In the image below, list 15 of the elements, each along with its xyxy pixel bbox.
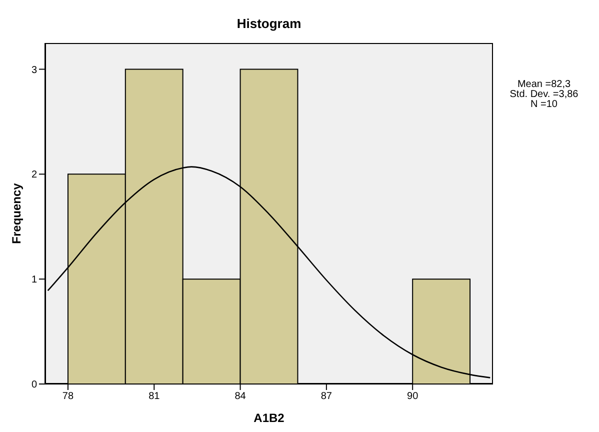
x-tick-label: 78 bbox=[62, 391, 74, 402]
x-tick-label: 84 bbox=[234, 391, 246, 402]
y-tick-label: 0 bbox=[31, 380, 38, 391]
chart-title: Histogram bbox=[236, 16, 302, 31]
x-tick-label: 90 bbox=[407, 391, 419, 402]
y-tick-label: 3 bbox=[31, 64, 38, 76]
text: Std. Dev. =3,86 bbox=[508, 89, 580, 100]
x-tick-label: 87 bbox=[320, 391, 332, 402]
text: Mean =82,3 bbox=[517, 79, 572, 90]
y-tick-label: 1 bbox=[31, 274, 38, 286]
y-tick-label: 2 bbox=[31, 170, 38, 181]
x-axis-title: A1B2 bbox=[254, 411, 285, 425]
text: N =10 bbox=[530, 99, 558, 110]
y-axis-title: Frequency bbox=[9, 182, 24, 244]
x-tick-label: 81 bbox=[148, 391, 160, 402]
